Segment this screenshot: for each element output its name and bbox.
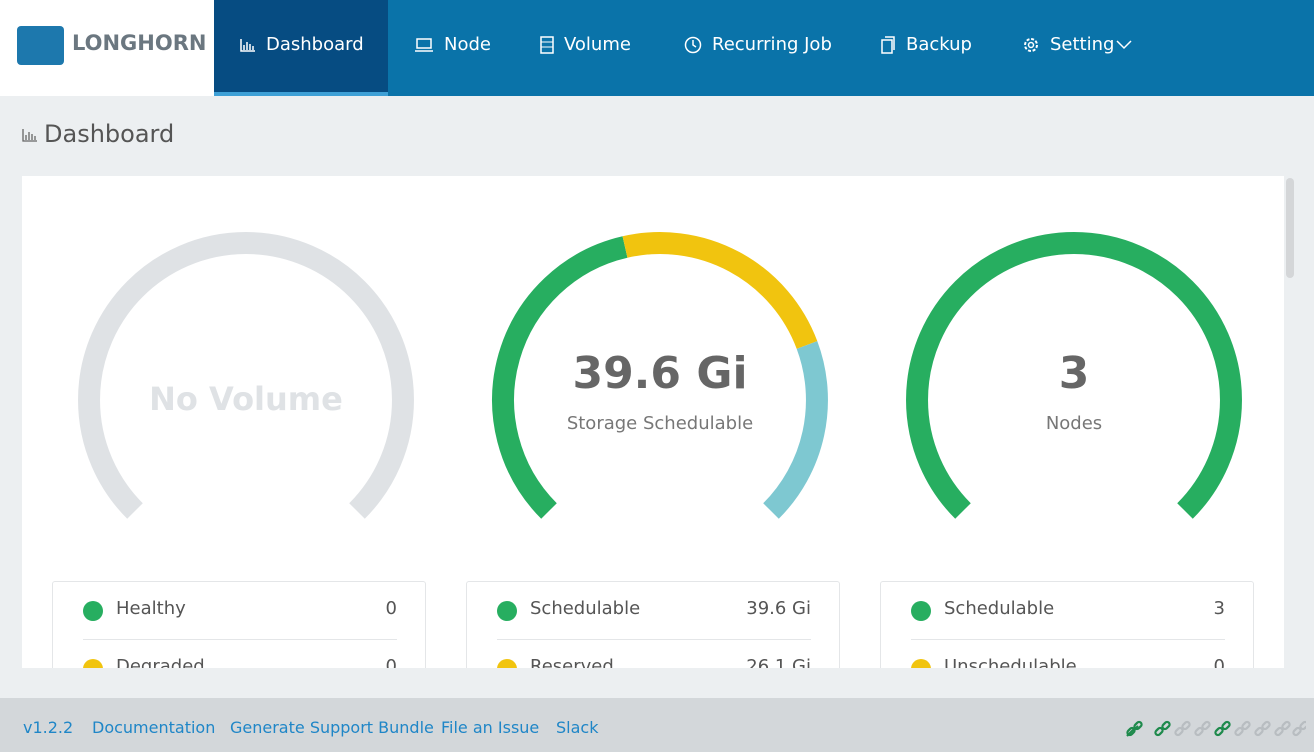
nav-label: Backup — [906, 34, 972, 55]
legend-label: Schedulable — [944, 598, 1055, 619]
legend-value: 0 — [385, 656, 397, 668]
footer-link[interactable]: File an Issue — [441, 718, 540, 737]
version[interactable]: v1.2.2 — [23, 718, 74, 737]
footer: v1.2.2 Documentation Generate Support Bu… — [0, 698, 1314, 752]
legend-label: Degraded — [116, 656, 205, 668]
nav-item[interactable]: Node — [388, 0, 514, 96]
status-dot — [83, 659, 103, 668]
legend-value: 0 — [385, 598, 397, 619]
legend-row[interactable]: Degraded 0 — [83, 640, 397, 668]
page-title-text: Dashboard — [44, 120, 175, 148]
legend: Healthy 0 Degraded 0 — [52, 581, 426, 668]
nav-label: Recurring Job — [712, 34, 832, 55]
gauge-value: 3 — [1058, 348, 1090, 399]
footer-link[interactable]: Generate Support Bundle — [230, 718, 434, 737]
legend-value: 3 — [1213, 598, 1225, 619]
legend-label: Healthy — [116, 598, 186, 619]
nav-item[interactable]: Backup — [854, 0, 996, 96]
header: LONGHORN Dashboard Node Volume Recurring… — [0, 0, 1314, 96]
gauge-label: Nodes — [1045, 413, 1103, 434]
legend-row[interactable]: Schedulable 39.6 Gi — [497, 582, 811, 640]
gauge-arc — [492, 236, 628, 519]
gauge-label: Storage Schedulable — [566, 413, 754, 434]
status-dot — [911, 601, 931, 621]
gauges — [78, 232, 1242, 519]
gauge-arc — [763, 341, 828, 519]
logo[interactable]: LONGHORN — [0, 0, 214, 96]
legend: Schedulable 3 Unschedulable 0 — [880, 581, 1254, 668]
legend-row[interactable]: Schedulable 3 — [911, 582, 1225, 640]
nav-item[interactable]: Dashboard — [214, 0, 388, 96]
nav-label: Setting — [1050, 34, 1115, 55]
footer-link[interactable]: Documentation — [92, 718, 216, 737]
nav-item[interactable]: Setting — [996, 0, 1146, 96]
page-title: Dashboard — [22, 120, 174, 148]
legend-label: Schedulable — [530, 598, 641, 619]
legend-label: Unschedulable — [944, 656, 1077, 668]
logo-text: LONGHORN — [72, 31, 207, 55]
legend-label: Reserved — [530, 656, 614, 668]
legend-value: 26.1 Gi — [746, 656, 811, 668]
gauge-arc — [78, 232, 414, 519]
gauge-value: 39.6 Gi — [572, 348, 748, 399]
legend: Schedulable 39.6 Gi Reserved 26.1 Gi — [466, 581, 840, 668]
legend-row[interactable]: Reserved 26.1 Gi — [497, 640, 811, 668]
nav-label: Node — [444, 34, 491, 55]
status-dot — [497, 659, 517, 668]
dashboard-panel: No Volume 39.6 Gi Storage Schedulable 3 … — [22, 176, 1284, 668]
status-dot — [83, 601, 103, 621]
nav-item[interactable]: Recurring Job — [658, 0, 854, 96]
nav-label: Volume — [564, 34, 631, 55]
legend-row[interactable]: Healthy 0 — [83, 582, 397, 640]
status-dot — [497, 601, 517, 621]
gauge-arc — [622, 232, 818, 349]
legend-value: 0 — [1213, 656, 1225, 668]
gauge-arc — [906, 232, 1242, 519]
footer-link[interactable]: Slack — [556, 718, 599, 737]
status-dot — [911, 659, 931, 668]
legend-value: 39.6 Gi — [746, 598, 811, 619]
gauge-value: No Volume — [149, 380, 343, 418]
nav-label: Dashboard — [266, 34, 364, 55]
scrollbar[interactable] — [1286, 178, 1294, 278]
connection-status — [1126, 720, 1306, 737]
legend-row[interactable]: Unschedulable 0 — [911, 640, 1225, 668]
logo-icon — [17, 26, 64, 65]
nav-item[interactable]: Volume — [514, 0, 658, 96]
